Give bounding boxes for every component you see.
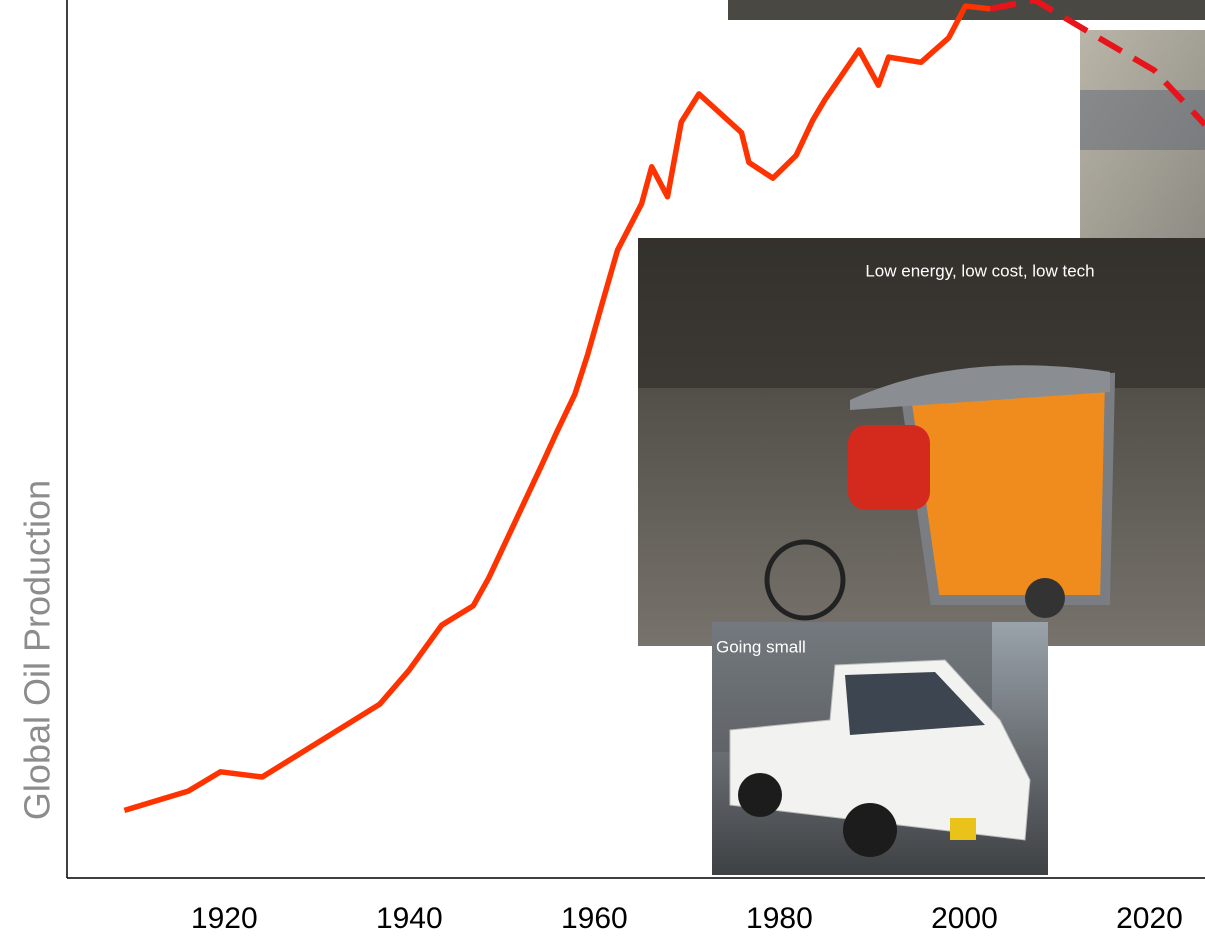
truck-window <box>845 672 985 735</box>
wheel <box>738 773 782 817</box>
plate <box>950 818 976 840</box>
photo-caption: Low energy, low cost, low tech <box>865 261 1094 280</box>
x-tick-label: 1940 <box>376 902 443 935</box>
x-tick-label: 2020 <box>1116 902 1183 935</box>
x-ticks: 1920 1940 1960 1980 2000 2020 <box>191 902 1183 935</box>
wheel <box>764 539 846 621</box>
y-axis-label: Global Oil Production <box>17 480 58 820</box>
x-tick-label: 1960 <box>561 902 628 935</box>
cart-box <box>899 372 1116 605</box>
wheel <box>843 803 897 857</box>
photo-crowd <box>638 238 1205 388</box>
photos-front: Low energy, low cost, low tech Going sma… <box>638 238 1205 875</box>
x-tick-label: 2000 <box>931 902 998 935</box>
photo-strip <box>728 0 1205 20</box>
photos-back <box>728 0 1205 238</box>
projection-line <box>989 0 1205 127</box>
plot <box>123 0 1205 814</box>
photo-caption: Going small <box>716 637 806 656</box>
cart-roof <box>850 365 1110 410</box>
production-line <box>123 3 991 814</box>
x-tick-label: 1980 <box>746 902 813 935</box>
rider <box>848 425 930 510</box>
photo-shadow <box>1080 90 1205 150</box>
wheel <box>1025 578 1065 618</box>
x-tick-label: 1920 <box>191 902 258 935</box>
